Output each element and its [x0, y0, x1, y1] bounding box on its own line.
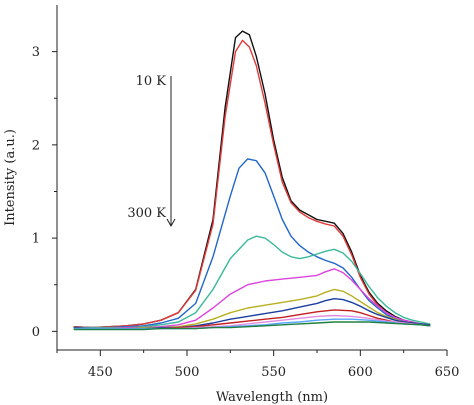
spectrum-line-11 [73, 321, 431, 331]
y-tick-label: 0 [32, 325, 40, 340]
ticks-layer: 0 1 2 3 450 500 550 600 650 [32, 45, 460, 380]
spectrum-line-3 [73, 158, 431, 329]
y-axis-title: Intensity (a.u.) [3, 129, 18, 226]
x-tick-label: 600 [348, 365, 373, 380]
x-tick-label: 500 [175, 365, 200, 380]
y-tick-label: 1 [32, 232, 40, 247]
arrow-head-icon [166, 218, 176, 228]
spectrum-line-2 [73, 39, 431, 329]
annotation-300k-label: 300 K [127, 206, 166, 221]
axes-layer [56, 5, 447, 351]
x-tick-label: 550 [261, 365, 286, 380]
spectrum-line-4 [73, 235, 431, 329]
annotation-10k-label: 10 K [136, 74, 167, 89]
temperature-arrow [166, 76, 176, 228]
x-tick-label: 650 [435, 365, 460, 380]
x-tick-label: 450 [88, 365, 113, 380]
spectrum-line-10 [73, 318, 431, 330]
y-tick-label: 2 [32, 138, 40, 153]
x-axis-title: Wavelength (nm) [216, 390, 328, 405]
series-layer [73, 30, 431, 331]
y-tick-label: 3 [32, 45, 40, 60]
